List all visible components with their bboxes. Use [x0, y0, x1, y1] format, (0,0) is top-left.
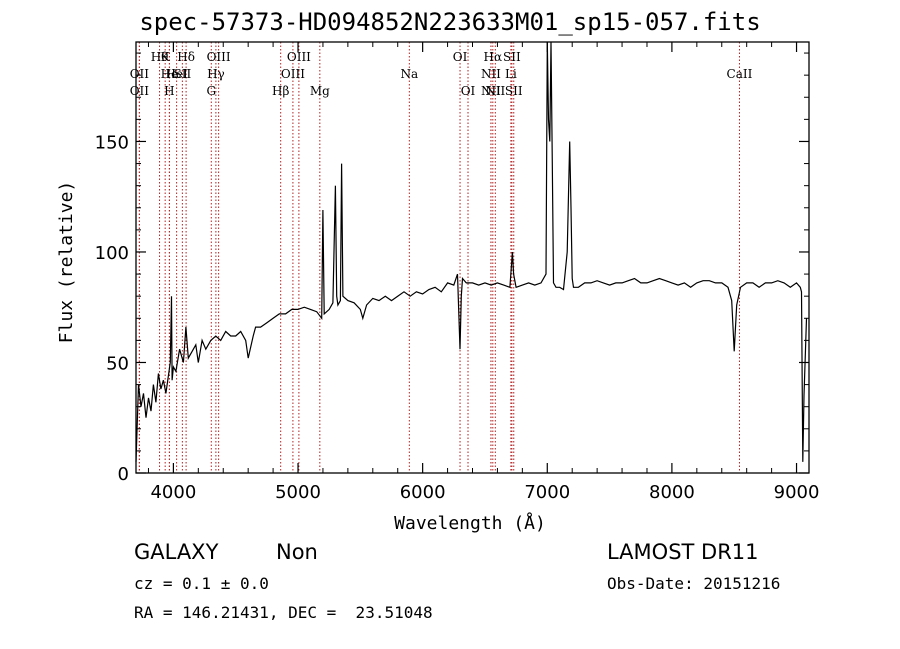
plot-frame — [135, 41, 810, 474]
line-marker-label: NII — [481, 67, 501, 81]
object-class: GALAXY — [134, 540, 219, 564]
chart-title: spec-57373-HD094852N223633M01_sp15-057.f… — [139, 8, 761, 36]
line-marker-label: OIII — [281, 67, 305, 81]
y-axis-label: Flux (relative) — [56, 181, 77, 344]
line-marker-label: Hθ — [151, 50, 169, 64]
line-marker-label: OII — [130, 67, 150, 81]
y-tick-label: 150 — [95, 132, 129, 153]
x-tick-label: 5000 — [275, 482, 321, 503]
line-marker-label: OI — [453, 50, 468, 64]
line-marker-label: OIII — [207, 50, 231, 64]
line-marker-label: SII — [505, 84, 523, 98]
redshift-value: cz = 0.1 ± 0.0 — [134, 574, 269, 593]
line-marker-label: OI — [461, 84, 476, 98]
line-marker-label: NII — [485, 84, 505, 98]
line-marker-label: HeI — [165, 67, 188, 81]
line-marker-label: SII — [503, 50, 521, 64]
x-axis-ticks: 4000 5000 6000 7000 8000 9000 — [147, 42, 820, 503]
y-tick-label: 100 — [95, 243, 129, 264]
line-marker-label: CaII — [727, 67, 753, 81]
x-axis-label: Wavelength (Å) — [394, 512, 546, 534]
line-marker-label: K — [161, 50, 171, 64]
line-marker-label: G — [206, 84, 216, 98]
line-marker-label: Li — [505, 67, 517, 81]
y-tick-label: 50 — [106, 353, 129, 374]
spectrum-line — [135, 41, 808, 462]
line-marker-label: Hγ — [207, 67, 225, 81]
line-marker-label: SII — [174, 67, 192, 81]
line-marker-label: H — [164, 84, 174, 98]
coordinates: RA = 146.21431, DEC = 23.51048 — [134, 603, 433, 622]
x-tick-label: 9000 — [774, 482, 820, 503]
line-marker-label: Na — [400, 67, 418, 81]
y-tick-label: 0 — [118, 464, 129, 485]
line-marker-label: Mg — [310, 84, 330, 98]
line-marker-label: Hβ — [272, 84, 289, 98]
x-tick-label: 4000 — [150, 482, 196, 503]
line-marker-label: OII — [130, 84, 150, 98]
x-tick-label: 8000 — [649, 482, 695, 503]
survey-name: LAMOST DR11 — [607, 540, 759, 564]
line-marker-label: He — [161, 67, 179, 81]
x-tick-label: 6000 — [400, 482, 446, 503]
object-subclass: Non — [276, 540, 318, 564]
line-marker-group — [138, 42, 740, 473]
line-marker-label: OIII — [287, 50, 311, 64]
line-marker-label: NII — [481, 84, 501, 98]
line-marker-label: Hδ — [177, 50, 195, 64]
line-marker-label: Hα — [484, 50, 503, 64]
observation-date: Obs-Date: 20151216 — [607, 574, 781, 593]
y-axis-ticks: 0 50 100 150 — [95, 52, 809, 485]
x-tick-label: 7000 — [524, 482, 570, 503]
